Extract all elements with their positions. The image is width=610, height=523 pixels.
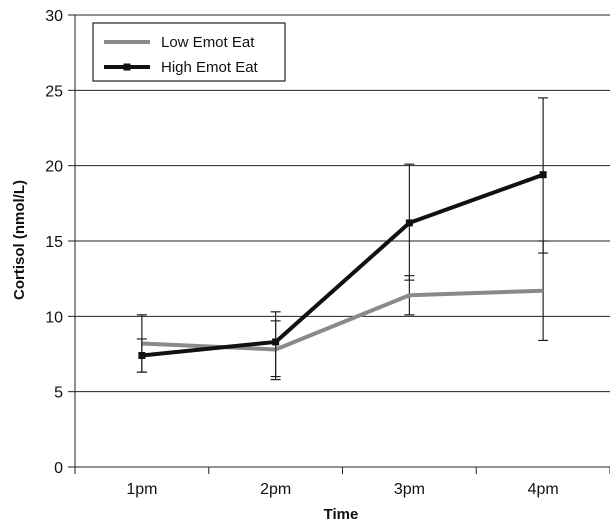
y-tick-label: 30 <box>45 8 63 25</box>
y-tick-label: 0 <box>54 460 63 477</box>
x-axis-title: Time <box>324 506 359 523</box>
x-tick-label: 4pm <box>528 481 559 498</box>
y-axis-title: Cortisol (nmol/L) <box>11 180 28 300</box>
series-layer <box>136 97 549 381</box>
x-tick-labels: 1pm 2pm 3pm 4pm <box>126 481 558 498</box>
y-tick-label: 10 <box>45 309 63 326</box>
series-line-high-emot-eat <box>141 172 544 358</box>
data-point-high-emot-eat <box>138 352 146 360</box>
y-tick-label: 25 <box>45 83 63 100</box>
y-tick-label: 15 <box>45 234 63 251</box>
legend-label-high-emot-eat: High Emot Eat <box>161 59 259 76</box>
y-tick-label: 5 <box>54 385 63 402</box>
y-tick-labels: 0 5 10 15 20 25 30 <box>45 8 63 477</box>
series-low-emot-eat <box>136 240 549 378</box>
series-line-low-emot-eat <box>141 288 544 352</box>
data-point-high-emot-eat <box>272 338 280 346</box>
x-tick-label: 2pm <box>260 481 291 498</box>
series-high-emot-eat <box>136 97 549 381</box>
gridlines <box>75 14 610 393</box>
legend: Low Emot Eat High Emot Eat <box>92 22 286 82</box>
y-tick-label: 20 <box>45 159 63 176</box>
data-point-high-emot-eat <box>405 219 413 227</box>
legend-label-low-emot-eat: Low Emot Eat <box>161 34 255 51</box>
x-tick-label: 1pm <box>126 481 157 498</box>
data-point-high-emot-eat <box>539 171 547 179</box>
x-tick-label: 3pm <box>394 481 425 498</box>
axes <box>68 14 610 474</box>
legend-box <box>92 22 286 82</box>
legend-marker-high-emot-eat <box>123 63 131 71</box>
